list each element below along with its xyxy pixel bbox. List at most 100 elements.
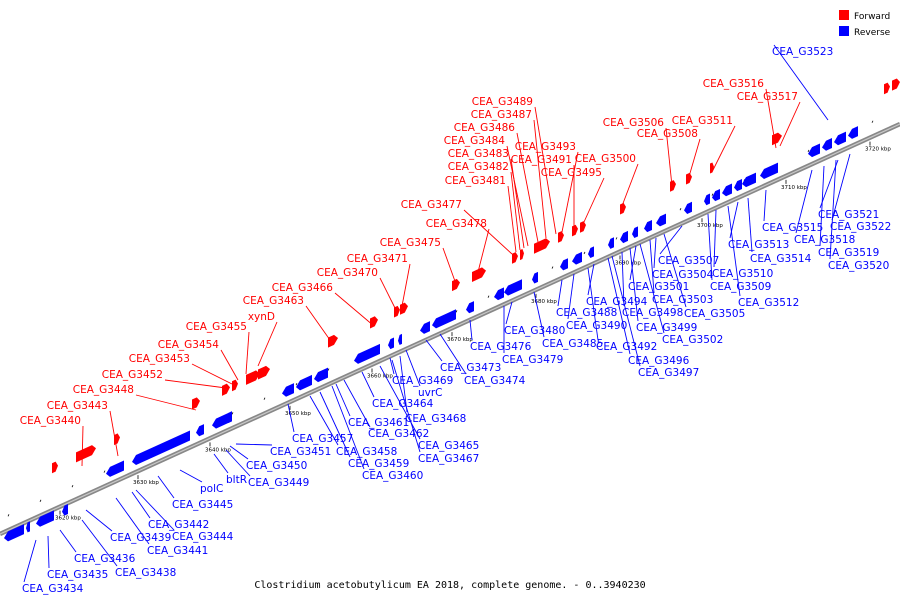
gene-label: CEA_G3479 — [502, 354, 563, 366]
label-connector — [379, 365, 421, 440]
gene-label: CEA_G3485 — [542, 338, 603, 350]
minor-tick — [711, 193, 714, 196]
label-connector — [506, 145, 529, 247]
gene-label: CEA_G3481 — [445, 175, 506, 187]
reverse-gene — [684, 201, 692, 214]
gene-label: CEA_G3460 — [362, 470, 423, 482]
gene-label: CEA_G3462 — [368, 428, 429, 440]
gene-label: CEA_G3482 — [448, 161, 509, 173]
reverse-gene — [712, 189, 720, 202]
forward-gene — [558, 231, 564, 243]
label-connector — [379, 277, 397, 311]
gene-label: CEA_G3494 — [586, 296, 648, 308]
label-connector — [81, 519, 118, 567]
label-connector — [819, 159, 839, 209]
reverse-gene — [560, 258, 568, 271]
label-connector — [819, 165, 825, 247]
label-connector — [135, 394, 197, 411]
gene-label: CEA_G3517 — [737, 91, 798, 103]
gene-label: polC — [200, 483, 223, 495]
reverse-gene — [822, 137, 832, 151]
label-connector — [583, 177, 605, 223]
gene-label: CEA_G3454 — [158, 339, 220, 351]
label-connector — [629, 245, 637, 281]
gene-features — [4, 78, 900, 542]
gene-label: CEA_G3499 — [636, 322, 697, 334]
minor-tick — [327, 368, 330, 371]
reverse-gene — [532, 271, 538, 284]
forward-gene — [452, 278, 460, 292]
gene-label: xynD — [248, 311, 275, 323]
label-connector — [229, 445, 249, 460]
reverse-gene — [656, 213, 666, 227]
scale-tick-label: 3620 kbp — [55, 516, 81, 522]
gene-label: CEA_G3440 — [20, 415, 81, 427]
gene-label: CEA_G3491 — [511, 154, 572, 166]
label-connector — [305, 305, 331, 341]
label-connector — [763, 189, 767, 222]
label-connector — [405, 349, 421, 387]
gene-label: CEA_G3521 — [818, 209, 879, 221]
label-connector — [505, 301, 513, 325]
gene-label: CEA_G3438 — [115, 567, 176, 579]
gene-label: CEA_G3471 — [347, 253, 408, 265]
scale-tick-label: 3710 kbp — [781, 185, 807, 191]
forward-gene — [572, 224, 578, 237]
forward-gene — [52, 461, 58, 474]
gene-label: CEA_G3487 — [471, 109, 532, 121]
minor-tick — [71, 485, 74, 488]
label-connector — [115, 497, 150, 545]
reverse-gene — [848, 126, 858, 139]
gene-label: CEA_G3448 — [73, 384, 134, 396]
minor-tick — [7, 514, 10, 517]
gene-label: CEA_G3459 — [348, 458, 409, 470]
reverse-gene — [398, 333, 402, 345]
label-connector — [611, 255, 641, 367]
gene-label: CEA_G3496 — [628, 355, 690, 367]
gene-label: CEA_G3484 — [444, 135, 506, 147]
label-connector — [191, 363, 233, 385]
reverse-gene — [314, 367, 328, 383]
gene-label: CEA_G3489 — [472, 96, 533, 108]
label-connector — [561, 151, 579, 233]
minor-tick — [487, 295, 490, 298]
gene-label: CEA_G3514 — [750, 253, 812, 265]
minor-tick — [807, 149, 810, 153]
forward-gene — [400, 302, 408, 315]
gene-label: CEA_G3498 — [622, 307, 683, 319]
legend: Forward Reverse — [839, 10, 891, 38]
label-connector — [235, 443, 273, 446]
reverse-gene — [212, 411, 232, 429]
gene-label: CEA_G3439 — [110, 532, 171, 544]
reverse-gene — [608, 237, 614, 249]
legend-forward-swatch — [839, 10, 849, 20]
label-connector — [425, 339, 443, 362]
gene-label: CEA_G3490 — [566, 320, 627, 332]
forward-gene — [370, 316, 378, 329]
scale-tick-label: 3690 kbp — [615, 261, 641, 267]
label-connector — [729, 201, 739, 239]
forward-gene — [670, 180, 676, 192]
scale-tick-label: 3670 kbp — [447, 337, 473, 343]
label-connector — [213, 453, 229, 474]
label-connector — [621, 251, 625, 307]
label-connector — [257, 321, 278, 367]
forward-gene — [232, 379, 238, 392]
label-connector — [713, 209, 717, 268]
gene-label: CEA_G3509 — [710, 281, 771, 293]
minor-tick — [295, 382, 298, 386]
gene-label: CEA_G3476 — [470, 341, 532, 353]
minor-tick — [103, 470, 106, 473]
label-connector — [287, 403, 295, 433]
label-connector — [659, 225, 683, 255]
gene-label: CEA_G3463 — [243, 295, 304, 307]
reverse-gene — [26, 521, 30, 533]
reverse-gene — [834, 131, 846, 146]
minor-tick — [263, 397, 266, 400]
legend-reverse-swatch — [839, 26, 849, 36]
reverse-gene — [196, 424, 204, 437]
gene-label: CEA_G3518 — [794, 234, 855, 246]
label-connector — [607, 257, 631, 355]
gene-label: CEA_G3486 — [454, 122, 516, 134]
